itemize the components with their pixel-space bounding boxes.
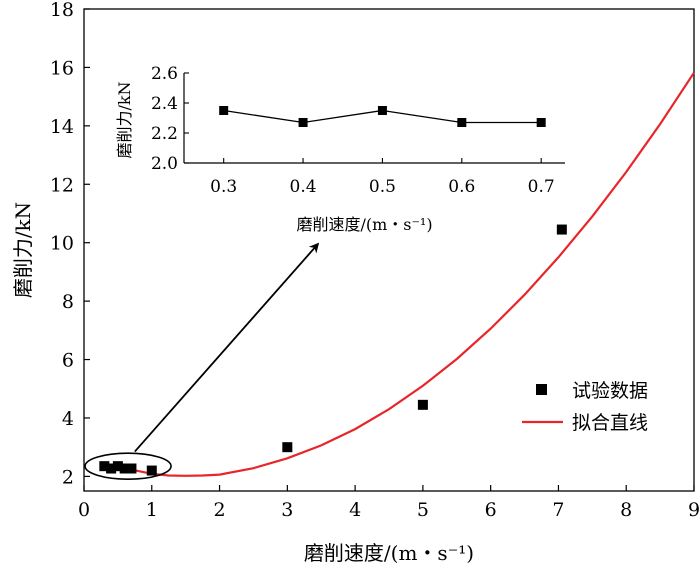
inset-data-point (536, 118, 546, 127)
inset-data-point (298, 118, 308, 127)
main-x-tick-label: 7 (552, 499, 564, 521)
inset-y-tick-label: 2.0 (151, 154, 178, 174)
inset-x-axis-title: 磨削速度/(m・s⁻¹) (296, 215, 432, 234)
main-y-tick-label: 6 (62, 350, 74, 372)
inset-x-tick-label: 0.7 (528, 177, 555, 197)
main-y-tick-label: 4 (62, 408, 74, 430)
inset-y-axis-title: 磨削力/kN (115, 81, 134, 158)
data-point (126, 463, 137, 474)
main-plot-frame (83, 8, 695, 492)
inset-data-point (457, 118, 467, 127)
main-x-tick-label: 2 (214, 499, 226, 521)
main-x-tick-label: 6 (485, 499, 497, 521)
legend-label-fit: 拟合直线 (572, 412, 648, 434)
highlight-ellipse (84, 452, 172, 480)
main-chart: 0 1 2 3 4 5 6 7 8 924681012141618磨削速度/(m・s⁻¹)磨削力/… (11, 0, 700, 565)
data-point (556, 224, 567, 235)
inset-y-tick-label: 2.2 (151, 124, 178, 144)
inset-data-point (377, 106, 387, 115)
data-point (99, 461, 110, 472)
main-x-axis-title: 磨削速度/(m・s⁻¹) (304, 541, 474, 565)
zoom-arrow (134, 242, 320, 453)
main-y-tick-label: 16 (50, 57, 74, 79)
main-x-tick-label: 8 (620, 499, 632, 521)
main-x-tick-label: 5 (417, 499, 429, 521)
main-y-tick-label: 14 (50, 116, 74, 138)
main-y-tick-label: 10 (50, 233, 74, 255)
legend-label-experimental: 试验数据 (572, 380, 648, 402)
main-x-tick-label: 9 (688, 499, 700, 521)
data-point (106, 463, 117, 474)
data-point (119, 463, 130, 474)
inset-x-tick-label: 0.5 (369, 177, 396, 197)
legend: 试验数据 拟合直线 (522, 380, 648, 434)
main-x-tick-label: 1 (146, 499, 158, 521)
main-x-tick-label: 0 (78, 499, 90, 521)
main-x-tick-label: 4 (349, 499, 361, 521)
inset-x-tick-label: 0.6 (448, 177, 475, 197)
main-y-tick-label: 18 (50, 0, 74, 21)
data-point (282, 442, 293, 453)
inset-chart: 0.3 0.4 0.5 0.6 0.7 2.0 2.2 2.4 2.6 磨削速度/(m・s⁻¹) 磨… (115, 64, 565, 234)
inset-y-tick-label: 2.6 (151, 64, 178, 84)
main-y-tick-label: 8 (62, 291, 74, 313)
inset-x-tick-label: 0.3 (210, 177, 237, 197)
data-point (112, 461, 123, 472)
legend-marker-experimental (536, 384, 547, 395)
inset-data-point (219, 106, 229, 115)
main-x-tick-label: 3 (281, 499, 293, 521)
main-y-axis-title: 磨削力/kN (11, 202, 35, 298)
inset-x-tick-label: 0.4 (290, 177, 317, 197)
main-y-tick-label: 2 (62, 466, 74, 488)
data-point (417, 399, 428, 410)
fit-curve (117, 72, 695, 477)
inset-y-tick-label: 2.4 (151, 94, 178, 114)
main-y-tick-label: 12 (50, 174, 74, 196)
data-point (146, 465, 157, 476)
